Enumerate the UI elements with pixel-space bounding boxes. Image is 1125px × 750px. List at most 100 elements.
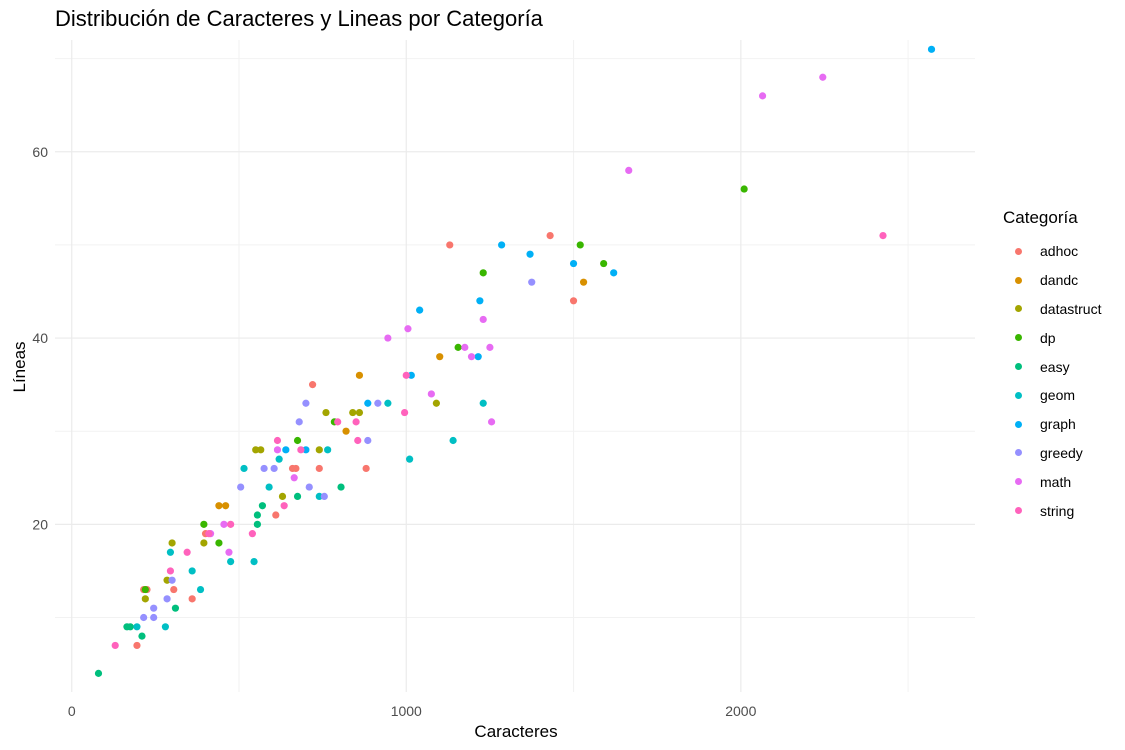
data-point-math (427, 390, 435, 398)
data-point-easy (253, 520, 261, 528)
data-point-datastruct (252, 446, 260, 454)
data-point-dp (454, 343, 462, 351)
data-point-graph (610, 269, 618, 277)
data-point-datastruct (257, 446, 265, 454)
data-point-graph (364, 399, 372, 407)
data-point-math (404, 325, 412, 333)
legend-title: Categoría (1003, 208, 1078, 227)
data-point-string (280, 502, 288, 510)
x-axis-title: Caracteres (474, 722, 557, 741)
data-point-math (220, 520, 228, 528)
data-point-geom (240, 464, 248, 473)
data-point-string (205, 530, 213, 538)
legend-swatch (1015, 305, 1022, 313)
data-point-math (758, 92, 767, 100)
data-point-dp (200, 520, 208, 528)
data-point-string (402, 371, 410, 379)
legend-label: graph (1040, 416, 1076, 433)
legend-item-math: math (1003, 467, 1101, 496)
legend-item-dandc: dandc (1003, 266, 1101, 295)
data-point-dandc (579, 278, 588, 286)
data-point-geom (449, 436, 457, 445)
data-point-easy (138, 632, 146, 640)
legend-swatch (1015, 478, 1022, 486)
data-point-geom (250, 558, 258, 566)
x-tick-label: 2000 (725, 703, 756, 719)
data-point-math (479, 315, 487, 324)
data-point-datastruct (355, 408, 364, 417)
data-point-geom (188, 567, 196, 575)
y-tick-label: 20 (32, 516, 48, 532)
data-point-datastruct (278, 492, 287, 500)
data-point-graph (407, 371, 415, 379)
legend-swatch (1015, 391, 1022, 399)
data-point-string (248, 530, 256, 538)
legend: Categoría adhoc dandc datastruct dp easy geom… (1003, 208, 1101, 525)
data-point-geom (315, 492, 323, 500)
data-point-graph (927, 45, 936, 53)
data-point-datastruct (163, 576, 171, 584)
data-point-dandc (215, 502, 223, 510)
data-point-math (467, 353, 476, 361)
data-point-dp (293, 436, 302, 445)
y-tick-label: 40 (32, 330, 48, 346)
data-point-graph (526, 250, 534, 258)
data-point-dandc (222, 502, 230, 510)
legend-label: datastruct (1040, 300, 1102, 317)
data-point-geom (166, 548, 175, 556)
data-point-dandc (436, 353, 444, 361)
data-point-math (819, 73, 827, 81)
legend-swatch (1015, 363, 1022, 371)
data-point-string (111, 641, 119, 650)
y-tick-label: 60 (32, 144, 48, 160)
data-point-math (461, 343, 469, 351)
data-point-dp (600, 259, 608, 268)
data-point-adhoc (309, 381, 317, 389)
data-point-graph (302, 446, 310, 454)
data-point-string (166, 567, 175, 575)
data-point-greedy (140, 613, 148, 622)
legend-label: geom (1040, 387, 1076, 404)
data-point-datastruct (315, 446, 323, 454)
data-point-math (384, 334, 392, 342)
legend-swatch (1015, 334, 1022, 342)
data-point-datastruct (168, 539, 176, 547)
legend-label: greedy (1040, 444, 1083, 461)
data-point-graph (476, 297, 484, 305)
data-point-greedy (528, 278, 536, 286)
data-point-dandc (342, 427, 350, 435)
legend-swatch (1015, 247, 1022, 255)
data-point-geom (161, 623, 169, 631)
axis-ticks: 0 1000 2000 20 40 60 (32, 144, 756, 719)
legend-item-easy: easy (1003, 352, 1101, 381)
data-point-greedy (305, 483, 313, 491)
legend-label: dandc (1040, 272, 1079, 289)
data-point-geom (227, 558, 235, 566)
data-point-datastruct (349, 408, 357, 417)
legend-swatch (1015, 449, 1022, 457)
data-point-easy (293, 492, 302, 500)
data-point-easy (94, 669, 103, 677)
legend-label: dp (1040, 329, 1056, 346)
data-point-greedy (168, 576, 176, 584)
data-point-greedy (320, 492, 328, 500)
data-point-dp (576, 241, 584, 249)
data-point-greedy (295, 418, 303, 426)
data-point-geom (479, 399, 487, 407)
legend-swatch (1015, 276, 1022, 284)
data-point-datastruct (322, 408, 330, 417)
x-tick-label: 0 (68, 703, 76, 719)
data-point-geom (275, 455, 283, 463)
legend-item-greedy: greedy (1003, 439, 1101, 468)
data-point-adhoc (446, 241, 454, 249)
data-point-dp (215, 539, 223, 547)
legend-label: math (1040, 473, 1072, 490)
grid-lines (55, 40, 975, 692)
data-point-adhoc (315, 464, 323, 473)
data-point-geom (196, 585, 205, 594)
data-point-adhoc (188, 595, 196, 603)
data-point-string (183, 548, 191, 556)
legend-item-graph: graph (1003, 410, 1101, 439)
data-point-dp (141, 585, 149, 594)
